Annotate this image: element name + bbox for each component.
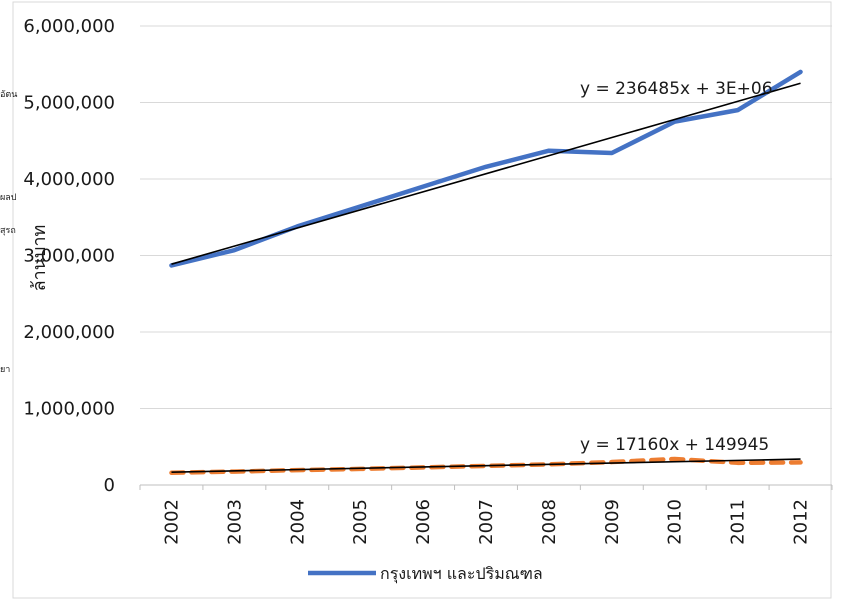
clipped-side-text: สุรถ	[0, 226, 16, 236]
x-tick-label: 2008	[539, 499, 560, 545]
x-tick-label: 2002	[161, 499, 182, 545]
x-tick-label: 2007	[476, 499, 497, 545]
x-axis-ticks: 2002 2003 2004 2005 2006 2007 2008 2009 2010 2011…	[139, 485, 833, 545]
y-axis-label: ล้านบาท	[29, 225, 50, 292]
x-tick-label: 2011	[728, 499, 749, 545]
clipped-side-text: ผลป	[0, 193, 17, 203]
trendline-group: y = 236485x + 3E+06 y = 17160x + 149945	[171, 79, 801, 474]
trendline	[171, 458, 801, 474]
gridlines	[140, 25, 832, 486]
y-tick-label: 2,000,000	[23, 322, 115, 343]
trendline-equation: y = 236485x + 3E+06	[580, 79, 773, 99]
y-tick-label: 4,000,000	[23, 169, 115, 190]
x-tick-label: 2005	[350, 499, 371, 545]
x-tick-label: 2012	[791, 499, 812, 545]
trendline-equation: y = 17160x + 149945	[580, 435, 769, 455]
chart-frame	[12, 1, 832, 599]
y-axis-ticks: 0 1,000,000 2,000,000 3,000,000 4,000,000 5,0…	[23, 16, 115, 496]
x-tick-label: 2006	[413, 499, 434, 545]
clipped-side-text: ยา	[0, 365, 10, 375]
y-tick-label: 1,000,000	[23, 399, 115, 420]
y-tick-label: 0	[104, 475, 115, 496]
trendline	[171, 82, 801, 265]
x-tick-label: 2003	[224, 499, 245, 545]
x-tick-label: 2009	[602, 499, 623, 545]
y-tick-label: 3,000,000	[23, 246, 115, 267]
x-tick-label: 2010	[665, 499, 686, 545]
y-tick-label: 5,000,000	[23, 93, 115, 114]
clipped-side-text: อัตน	[0, 90, 17, 100]
y-tick-label: 6,000,000	[23, 16, 115, 37]
legend-label: กรุงเทพฯ และปริมณฑล	[380, 564, 543, 584]
x-tick-label: 2004	[287, 499, 308, 545]
legend: กรุงเทพฯ และปริมณฑล	[308, 564, 543, 584]
